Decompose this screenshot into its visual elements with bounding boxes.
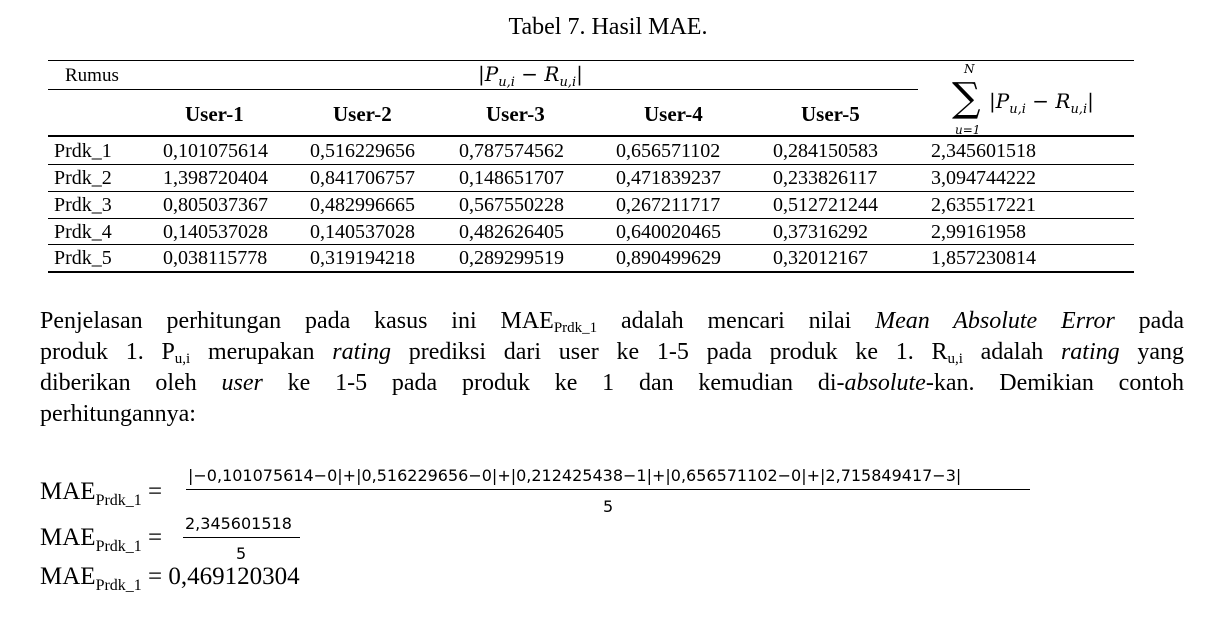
- table-cell: 0,516229656: [310, 140, 415, 162]
- table-cell: 0,640020465: [616, 221, 721, 243]
- sigma-symbol: ∑: [952, 75, 981, 121]
- header-user-5: User-5: [801, 102, 860, 126]
- fraction-denominator: 5: [603, 497, 614, 516]
- sum-cell: 2,99161958: [931, 221, 1026, 243]
- paragraph-line: perhitungannya:: [40, 401, 196, 427]
- table-cell: 0,148651707: [459, 167, 564, 189]
- rumus-header: Rumus: [65, 65, 119, 86]
- sum-body: |Pu,i − Ru,i|: [989, 89, 1094, 117]
- paragraph-line: produk 1. Pu,i merupakan rating prediksi…: [40, 339, 1185, 367]
- fraction-numerator: 2,345601518: [185, 514, 292, 533]
- row-label: Prdk_4: [54, 221, 112, 243]
- abs-diff-formula: |Pu,i − Ru,i|: [478, 62, 583, 90]
- table-header-bottom-rule: [48, 135, 1134, 137]
- table-cell: 0,038115778: [163, 247, 268, 269]
- row-rule: [48, 244, 1134, 245]
- header-user-4: User-4: [644, 102, 703, 126]
- table-cell: 0,101075614: [163, 140, 268, 162]
- mae-label: MAEPrdk_1 =: [40, 524, 163, 555]
- row-rule: [48, 218, 1134, 219]
- header-user-3: User-3: [486, 102, 545, 126]
- row-label: Prdk_5: [54, 247, 112, 269]
- table-cell: 0,890499629: [616, 247, 721, 269]
- table-cell: 0,267211717: [616, 194, 721, 216]
- table-cell: 0,471839237: [616, 167, 721, 189]
- mae-result: MAEPrdk_1 = 0,469120304: [40, 563, 300, 594]
- table-cell: 0,805037367: [163, 194, 268, 216]
- table-cell: 0,787574562: [459, 140, 564, 162]
- paragraph-line: diberikan oleh user ke 1-5 pada produk k…: [40, 370, 1185, 396]
- sum-cell: 1,857230814: [931, 247, 1036, 269]
- table-cell: 0,319194218: [310, 247, 415, 269]
- row-rule: [48, 191, 1134, 192]
- fraction-denominator: 5: [236, 544, 247, 563]
- sum-cell: 2,345601518: [931, 140, 1036, 162]
- row-label: Prdk_1: [54, 140, 112, 162]
- fraction-numerator: |−0,101075614−0|+|0,516229656−0|+|0,2124…: [188, 466, 962, 485]
- table-cell: 1,398720404: [163, 167, 268, 189]
- header-user-1: User-1: [185, 102, 244, 126]
- sum-cell: 2,635517221: [931, 194, 1036, 216]
- table-cell: 0,140537028: [163, 221, 268, 243]
- table-cell: 0,37316292: [773, 221, 868, 243]
- table-cell: 0,482626405: [459, 221, 564, 243]
- table-cell: 0,656571102: [616, 140, 721, 162]
- table-cell: 0,567550228: [459, 194, 564, 216]
- row-rule: [48, 164, 1134, 165]
- row-label: Prdk_3: [54, 194, 112, 216]
- table-cell: 0,512721244: [773, 194, 878, 216]
- table-cell: 0,140537028: [310, 221, 415, 243]
- mae-label: MAEPrdk_1 =: [40, 478, 163, 509]
- table-bottom-rule: [48, 271, 1134, 273]
- fraction-bar: [186, 489, 1030, 490]
- sum-cell: 3,094744222: [931, 167, 1036, 189]
- fraction-bar: [183, 537, 300, 538]
- table-header-mid-rule: [48, 89, 918, 90]
- table-cell: 0,841706757: [310, 167, 415, 189]
- table-top-rule: [48, 60, 1134, 61]
- table-cell: 0,482996665: [310, 194, 415, 216]
- row-label: Prdk_2: [54, 167, 112, 189]
- table-cell: 0,32012167: [773, 247, 868, 269]
- explanation-paragraph: Penjelasan perhitungan pada kasus ini MA…: [40, 306, 1184, 430]
- header-user-2: User-2: [333, 102, 392, 126]
- sum-lower-limit: u=1: [955, 123, 981, 137]
- table-cell: 0,289299519: [459, 247, 564, 269]
- paragraph-line: Penjelasan perhitungan pada kasus ini MA…: [40, 308, 1184, 336]
- table-cell: 0,284150583: [773, 140, 878, 162]
- table-caption: Tabel 7. Hasil MAE.: [508, 14, 708, 40]
- table-cell: 0,233826117: [773, 167, 878, 189]
- sum-upper-limit: N: [964, 62, 975, 76]
